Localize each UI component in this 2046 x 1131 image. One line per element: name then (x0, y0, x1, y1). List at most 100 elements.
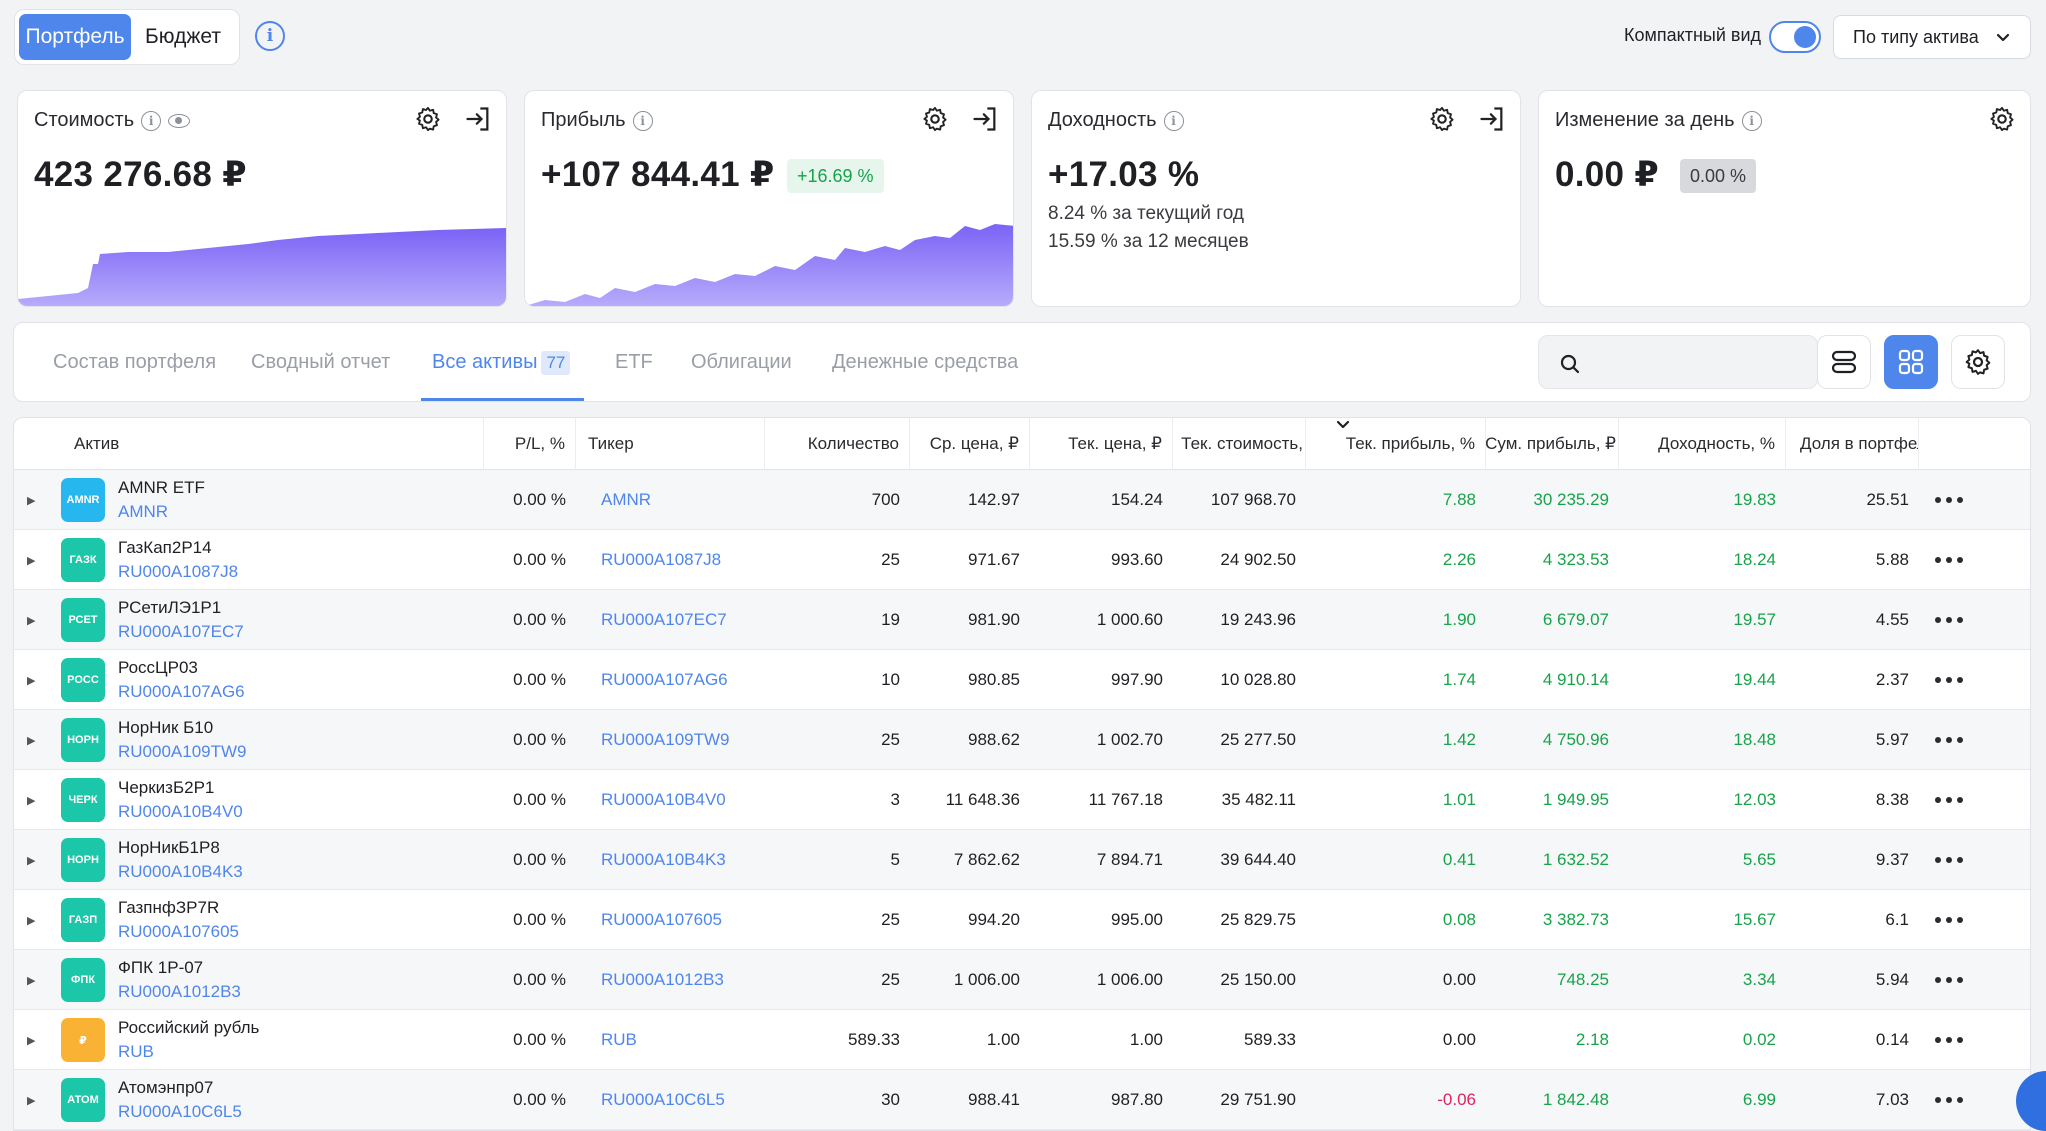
col-pl[interactable]: P/L, % (484, 418, 576, 470)
cell-ticker[interactable]: RU000A109TW9 (601, 730, 730, 749)
col-avg-price[interactable]: Ср. цена, ₽ (910, 418, 1030, 470)
cell-ticker[interactable]: RU000A107605 (601, 910, 722, 929)
asset-code-link[interactable]: RU000A1087J8 (118, 562, 239, 581)
table-row[interactable]: ▶ РСЕТ РСетиЛЭ1Р1 RU000A107EC7 0.00 % RU000A1… (14, 590, 2030, 650)
col-quantity[interactable]: Количество (765, 418, 910, 470)
asset-code-link[interactable]: RU000A10C6L5 (118, 1102, 242, 1121)
col-cur-price[interactable]: Тек. цена, ₽ (1030, 418, 1173, 470)
col-asset[interactable]: Актив (14, 418, 484, 470)
grid-view-button[interactable] (1884, 335, 1938, 389)
asset-code-link[interactable]: RU000A10B4V0 (118, 802, 243, 821)
table-settings-button[interactable] (1951, 335, 2005, 389)
search-input[interactable] (1538, 335, 1818, 389)
more-actions-icon[interactable] (1929, 650, 1969, 710)
gear-icon[interactable] (1428, 105, 1456, 133)
expand-row-icon[interactable]: ▶ (27, 734, 36, 747)
cell-ticker[interactable]: RU000A10C6L5 (601, 1090, 725, 1109)
more-actions-icon[interactable] (1929, 950, 1969, 1010)
col-cur-value[interactable]: Тек. стоимость, (1173, 418, 1306, 470)
table-row[interactable]: ▶ НОРН НорНикБ1Р8 RU000A10B4K3 0.00 % RU000A1… (14, 830, 2030, 890)
tab-composition[interactable]: Состав портфеля (53, 351, 217, 373)
info-icon[interactable]: i (255, 21, 285, 51)
cell-qty: 25 (881, 730, 900, 749)
table-row[interactable]: ▶ РОСС РоссЦР03 RU000A107AG6 0.00 % RU000A107… (14, 650, 2030, 710)
col-cur-profit[interactable]: Тек. прибыль, % (1306, 418, 1486, 470)
info-icon[interactable]: i (141, 110, 162, 131)
info-icon[interactable]: i (1163, 110, 1184, 131)
table-row[interactable]: ▶ ФПК ФПК 1Р-07 RU000A1012B3 0.00 % RU000A101… (14, 950, 2030, 1010)
cell-ticker[interactable]: RU000A1012B3 (601, 970, 724, 989)
asset-code-link[interactable]: RU000A107AG6 (118, 682, 245, 701)
cell-cur: 1 006.00 (1096, 970, 1163, 989)
expand-row-icon[interactable]: ▶ (27, 794, 36, 807)
cell-ticker[interactable]: RU000A107EC7 (601, 610, 727, 629)
more-actions-icon[interactable] (1929, 890, 1969, 950)
list-view-button[interactable] (1817, 335, 1871, 389)
export-icon[interactable] (971, 105, 999, 133)
cell-ticker[interactable]: RU000A10B4K3 (601, 850, 726, 869)
cell-ticker[interactable]: RU000A1087J8 (601, 550, 722, 569)
expand-row-icon[interactable]: ▶ (27, 614, 36, 627)
table-row[interactable]: ▶ ГАЗП ГазпнфЗР7R RU000A107605 0.00 % RU000A1… (14, 890, 2030, 950)
asset-code-link[interactable]: RU000A107EC7 (118, 622, 244, 641)
more-actions-icon[interactable] (1929, 710, 1969, 770)
export-icon[interactable] (464, 105, 492, 133)
grid-view-icon (1898, 349, 1924, 375)
info-icon[interactable]: i (1741, 110, 1762, 131)
tab-bonds[interactable]: Облигации (691, 351, 792, 373)
cell-ticker[interactable]: RU000A10B4V0 (601, 790, 726, 809)
expand-row-icon[interactable]: ▶ (27, 914, 36, 927)
sort-desc-icon[interactable] (1336, 418, 1350, 432)
table-row[interactable]: ▶ ГАЗК ГазКап2Р14 RU000A1087J8 0.00 % RU000A1… (14, 530, 2030, 590)
tab-all-assets[interactable]: Все активы 77 (432, 351, 571, 375)
more-actions-icon[interactable] (1929, 830, 1969, 890)
tab-etf[interactable]: ETF (615, 351, 653, 373)
table-row[interactable]: ▶ ЧЕРК ЧеркизБ2Р1 RU000A10B4V0 0.00 % RU000A1… (14, 770, 2030, 830)
tab-cash[interactable]: Денежные средства (832, 351, 1019, 373)
budget-tab[interactable]: Бюджет (145, 25, 221, 48)
cell-ticker[interactable]: RUB (601, 1030, 637, 1049)
expand-row-icon[interactable]: ▶ (27, 974, 36, 987)
more-actions-icon[interactable] (1929, 1010, 1969, 1070)
cell-pl: 0.00 % (513, 730, 566, 749)
cell-ticker[interactable]: RU000A107AG6 (601, 670, 728, 689)
export-icon[interactable] (1478, 105, 1506, 133)
cell-profit-pct: 1.74 (1442, 670, 1476, 689)
table-row[interactable]: ▶ АТОМ Атомэнпр07 RU000A10C6L5 0.00 % RU000A1… (14, 1070, 2030, 1130)
asset-code-link[interactable]: RU000A1012B3 (118, 982, 241, 1001)
asset-code-link[interactable]: RUB (118, 1042, 154, 1061)
gear-icon[interactable] (921, 105, 949, 133)
expand-row-icon[interactable]: ▶ (27, 554, 36, 567)
cell-yield: 3.34 (1742, 970, 1776, 989)
asset-code-link[interactable]: RU000A10B4K3 (118, 862, 243, 881)
asset-code-link[interactable]: RU000A109TW9 (118, 742, 247, 761)
table-row[interactable]: ▶ НОРН НорНик Б10 RU000A109TW9 0.00 % RU000A1… (14, 710, 2030, 770)
more-actions-icon[interactable] (1929, 770, 1969, 830)
compact-view-toggle[interactable] (1769, 21, 1821, 53)
col-ticker[interactable]: Тикер (576, 418, 765, 470)
cell-ticker[interactable]: AMNR (601, 490, 652, 509)
asset-code-link[interactable]: AMNR (118, 502, 169, 521)
expand-row-icon[interactable]: ▶ (27, 494, 36, 507)
table-row[interactable]: ▶ ₽ Российский рубль RUB 0.00 % RUB 589.33 1.00… (14, 1010, 2030, 1070)
eye-icon[interactable] (168, 113, 191, 128)
expand-row-icon[interactable]: ▶ (27, 1094, 36, 1107)
portfolio-tab[interactable]: Портфель (19, 14, 131, 60)
gear-icon[interactable] (1988, 105, 2016, 133)
tab-summary[interactable]: Сводный отчет (251, 351, 391, 373)
asset-code-link[interactable]: RU000A107605 (118, 922, 239, 941)
gear-icon[interactable] (414, 105, 442, 133)
more-actions-icon[interactable] (1929, 1070, 1969, 1130)
expand-row-icon[interactable]: ▶ (27, 854, 36, 867)
more-actions-icon[interactable] (1929, 590, 1969, 650)
expand-row-icon[interactable]: ▶ (27, 674, 36, 687)
more-actions-icon[interactable] (1929, 470, 1969, 530)
col-sum-profit[interactable]: Сум. прибыль, ₽ (1486, 418, 1619, 470)
more-actions-icon[interactable] (1929, 530, 1969, 590)
table-row[interactable]: ▶ AMNR AMNR ETF AMNR 0.00 % AMNR 700 142.97 154.… (14, 470, 2030, 530)
info-icon[interactable]: i (632, 110, 653, 131)
group-by-select[interactable]: По типу актива (1833, 15, 2031, 59)
col-yield[interactable]: Доходность, % (1619, 418, 1786, 470)
col-share[interactable]: Доля в портфел (1786, 418, 1919, 470)
expand-row-icon[interactable]: ▶ (27, 1034, 36, 1047)
